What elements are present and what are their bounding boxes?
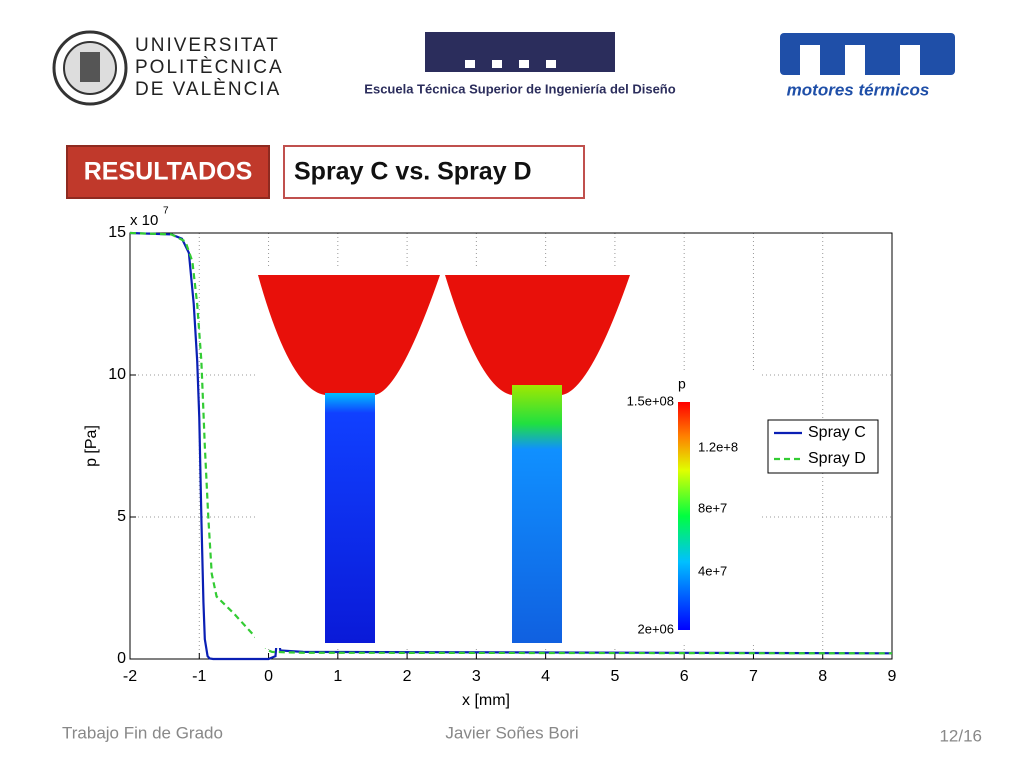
slide-title: Spray C vs. Spray D — [294, 158, 532, 186]
legend-box — [767, 419, 879, 474]
group-name: motores térmicos — [787, 80, 930, 99]
y-multiplier-exp: 7 — [163, 206, 169, 217]
colorbar — [678, 402, 690, 630]
title-box — [283, 145, 585, 199]
x-tick-label: 5 — [610, 668, 619, 685]
section-box — [66, 145, 270, 199]
series-line — [129, 231, 893, 655]
university-name: DE VALÈNCIA — [135, 79, 281, 100]
chart: -2 -1 0 1 2 3 4 5 6 7 8 9 0 5 10 15 x [mm] p [Pa] x 10 7 p 1.… — [83, 206, 896, 710]
x-tick-label: -1 — [192, 668, 206, 685]
footer-right: 12/16 — [939, 726, 982, 745]
legend-label: Spray C — [808, 424, 866, 441]
upv-logo: UNIVERSITAT POLITÈCNICA DE VALÈNCIA — [52, 30, 284, 106]
x-tick-label: 0 — [264, 668, 273, 685]
y-tick-label: 15 — [108, 224, 126, 241]
y-tick-label: 0 — [117, 650, 126, 667]
x-tick-label: 8 — [818, 668, 827, 685]
x-tick-label: 2 — [403, 668, 412, 685]
x-tick-label: 3 — [472, 668, 481, 685]
colorbar-label: 2e+06 — [637, 621, 674, 636]
cmt-logo: motores térmicos — [780, 33, 955, 99]
school-name: Escuela Técnica Superior de Ingeniería d… — [364, 81, 675, 96]
colorbar-label: 4e+7 — [698, 563, 727, 578]
colorbar-label: 1.5e+08 — [627, 393, 674, 408]
colorbar-label: 8e+7 — [698, 500, 727, 515]
footer-left: Trabajo Fin de Grado — [62, 723, 223, 742]
x-tick-label: 6 — [680, 668, 689, 685]
x-tick-label: 1 — [333, 668, 342, 685]
school-logo: Escuela Técnica Superior de Ingeniería d… — [364, 32, 676, 96]
section-label: RESULTADOS — [84, 158, 253, 186]
y-tick-label: 5 — [117, 508, 126, 525]
university-name: POLITÈCNICA — [135, 57, 284, 78]
y-axis-label: p [Pa] — [83, 425, 100, 467]
university-name: UNIVERSITAT — [135, 35, 280, 56]
x-tick-label: 4 — [541, 668, 550, 685]
y-tick-label: 10 — [108, 366, 126, 383]
x-tick-label: 9 — [888, 668, 897, 685]
x-axis-label: x [mm] — [462, 692, 510, 709]
contour-right-neck — [512, 385, 562, 643]
colorbar-label: 1.2e+8 — [698, 439, 738, 454]
x-tick-label: -2 — [123, 668, 137, 685]
x-tick-label: 7 — [749, 668, 758, 685]
plot-frame — [129, 232, 893, 660]
contour-left-neck — [325, 393, 375, 643]
footer-center: Javier Soñes Bori — [445, 723, 578, 742]
legend-label: Spray D — [808, 450, 866, 467]
y-multiplier: x 10 — [130, 212, 158, 229]
colorbar-title: p — [678, 376, 686, 392]
